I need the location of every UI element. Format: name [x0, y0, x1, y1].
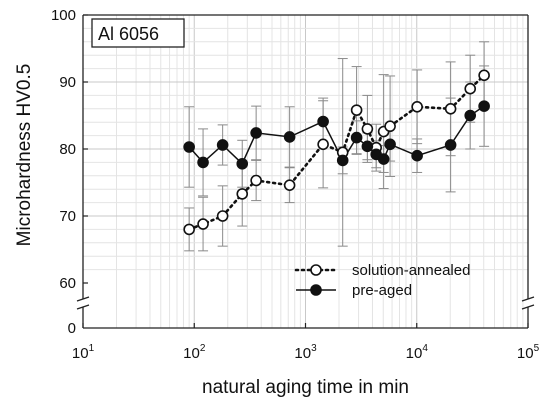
axis-break-marks	[76, 296, 535, 310]
axis-break-mark	[521, 296, 535, 302]
x-tick-label: 102	[183, 343, 206, 362]
data-point-pre-aged	[377, 153, 390, 165]
x-tick-exponent: 2	[200, 343, 206, 354]
y-tick-labels: 60 70 80 90 100	[51, 7, 88, 292]
annotation-box: Al 6056	[91, 18, 185, 48]
data-point-solution-annealed	[444, 103, 457, 115]
x-tick-base: 10	[517, 345, 534, 362]
x-tick-labels: 101 102 103 104 105	[72, 323, 540, 362]
series-line-solution-annealed	[187, 74, 486, 231]
data-point-solution-annealed	[317, 138, 329, 151]
x-tick-exponent: 3	[311, 343, 317, 354]
y-tick-label: 90	[59, 74, 76, 91]
y-tick-label: 100	[51, 7, 76, 24]
x-tick-exponent: 5	[534, 343, 540, 354]
data-point-pre-aged	[411, 149, 423, 162]
data-point-solution-annealed	[464, 82, 477, 95]
legend-marker-solution-annealed	[310, 264, 322, 276]
x-axis-title: natural aging time in min	[202, 377, 409, 398]
annotation-box-frame	[91, 18, 185, 48]
data-point-pre-aged	[361, 140, 374, 153]
data-point-pre-aged	[478, 100, 490, 112]
x-tick-label: 104	[406, 343, 429, 362]
data-point-solution-annealed	[183, 223, 195, 236]
axis-break-mark	[76, 304, 90, 310]
data-point-solution-annealed	[478, 69, 490, 82]
data-point-pre-aged	[283, 131, 296, 143]
data-point-solution-annealed	[236, 188, 249, 200]
data-point-solution-annealed	[384, 120, 396, 133]
x-tick-base: 10	[294, 345, 311, 362]
data-point-pre-aged	[216, 139, 229, 151]
data-markers	[183, 69, 490, 236]
data-point-solution-annealed	[197, 218, 209, 230]
x-tick-label: 105	[517, 343, 540, 362]
legend: solution-annealed pre-aged	[294, 262, 470, 299]
data-point-solution-annealed	[283, 179, 296, 191]
series-line-pre-aged	[188, 105, 485, 165]
axis-break-mark	[76, 296, 90, 302]
data-point-solution-annealed	[216, 210, 229, 222]
data-point-pre-aged	[236, 157, 249, 170]
data-point-pre-aged	[197, 156, 209, 169]
x-tick-label: 103	[294, 343, 317, 362]
data-point-pre-aged	[317, 115, 329, 128]
data-point-pre-aged	[250, 127, 262, 139]
data-point-solution-annealed	[411, 100, 423, 113]
x-tick-base: 10	[183, 345, 200, 362]
error-bars	[184, 41, 490, 252]
legend-label-solution-annealed: solution-annealed	[352, 262, 470, 279]
legend-label-pre-aged: pre-aged	[352, 282, 412, 299]
data-point-pre-aged	[336, 154, 349, 167]
data-point-pre-aged	[350, 131, 363, 144]
data-point-pre-aged	[444, 139, 457, 151]
data-point-solution-annealed	[361, 123, 374, 135]
y-tick-label: 80	[59, 141, 76, 158]
y-tick-label: 70	[59, 208, 76, 225]
y-tick-label-zero: 0	[68, 320, 76, 337]
data-point-solution-annealed	[250, 174, 262, 187]
data-point-pre-aged	[183, 141, 195, 153]
x-tick-label: 101	[72, 343, 95, 362]
legend-marker-pre-aged	[310, 284, 322, 296]
annotation-label: Al 6056	[98, 24, 159, 44]
axis-break-mark	[521, 304, 535, 310]
data-point-solution-annealed	[350, 104, 363, 116]
y-axis-title: Microhardness HV0.5	[14, 64, 35, 247]
data-point-pre-aged	[384, 138, 396, 151]
grid	[83, 15, 528, 328]
x-tick-exponent: 1	[89, 343, 95, 354]
y-tick-label: 60	[59, 275, 76, 292]
x-tick-exponent: 4	[422, 343, 428, 354]
data-point-pre-aged	[464, 109, 477, 122]
series-lines	[187, 74, 486, 231]
x-tick-base: 10	[406, 345, 423, 362]
x-tick-base: 10	[72, 345, 89, 362]
